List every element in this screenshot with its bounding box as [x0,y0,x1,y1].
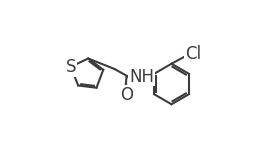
Text: O: O [120,85,133,103]
Text: NH: NH [129,68,154,85]
Text: Cl: Cl [185,45,201,63]
Text: S: S [66,58,76,76]
